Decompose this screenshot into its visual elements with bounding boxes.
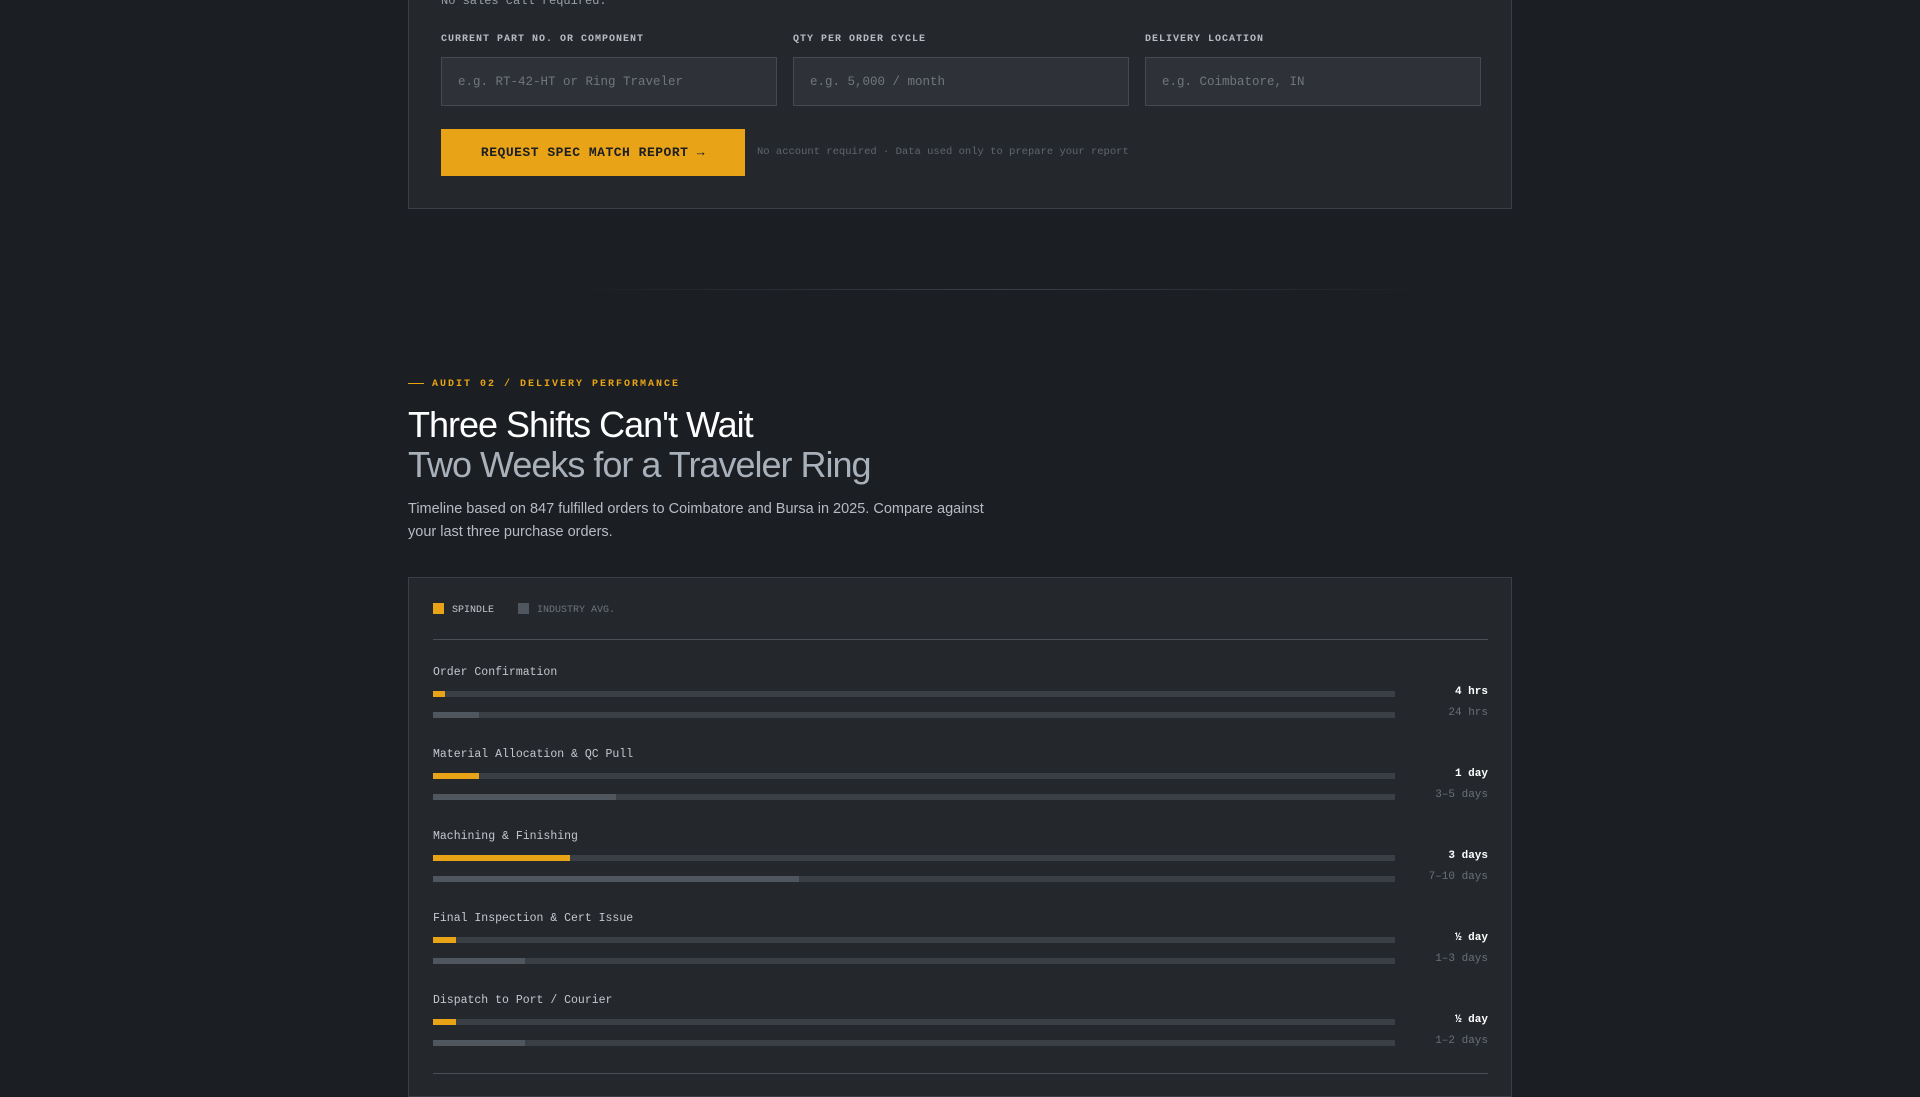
location-field: DELIVERY LOCATION	[1145, 34, 1481, 106]
industry-bar	[433, 876, 800, 882]
section-eyebrow: AUDIT 02 / DELIVERY PERFORMANCE	[408, 379, 680, 390]
spindle-track	[433, 773, 1395, 779]
spec-match-form: No sales call required. CURRENT PART NO.…	[408, 0, 1512, 209]
chart-legend: SPINDLE INDUSTRY AVG.	[433, 603, 615, 616]
part-number-field: CURRENT PART NO. OR COMPONENT	[441, 34, 777, 106]
eyebrow-dash	[408, 382, 424, 384]
spindle-value: ½ day	[1454, 932, 1488, 944]
form-note: No sales call required.	[441, 0, 607, 8]
industry-value: 24 hrs	[1448, 707, 1488, 719]
industry-bar	[433, 712, 479, 718]
section-subtitle: Two Weeks for a Traveler Ring	[408, 444, 872, 485]
location-label: DELIVERY LOCATION	[1145, 34, 1265, 45]
industry-bar	[433, 1040, 525, 1046]
eyebrow-text: AUDIT 02 / DELIVERY PERFORMANCE	[432, 379, 681, 390]
industry-track	[433, 958, 1395, 964]
stage-label: Machining & Finishing	[433, 830, 578, 843]
section-divider	[560, 289, 1440, 290]
part-number-input[interactable]	[441, 57, 777, 106]
stage-label: Order Confirmation	[433, 666, 558, 679]
industry-bar	[433, 958, 525, 964]
timeline-row: Material Allocation & QC Pull 1 day 3–5 …	[433, 748, 1488, 830]
qty-label: QTY PER ORDER CYCLE	[793, 34, 927, 45]
spindle-value: 4 hrs	[1454, 686, 1488, 698]
stage-label: Material Allocation & QC Pull	[433, 748, 634, 761]
timeline-row: Final Inspection & Cert Issue ½ day 1–3 …	[433, 912, 1488, 994]
location-input[interactable]	[1145, 57, 1481, 106]
legend-rule	[433, 639, 1488, 640]
spindle-track	[433, 937, 1395, 943]
spindle-value: 3 days	[1448, 850, 1488, 862]
industry-bar	[433, 794, 617, 800]
industry-value: 3–5 days	[1435, 789, 1488, 801]
section-title: Three Shifts Can't Wait	[408, 404, 754, 445]
qty-field: QTY PER ORDER CYCLE	[793, 34, 1129, 106]
industry-value: 1–2 days	[1435, 1035, 1488, 1047]
industry-track	[433, 1040, 1395, 1046]
stage-label: Final Inspection & Cert Issue	[433, 912, 634, 925]
legend-label: SPINDLE	[452, 605, 495, 616]
spindle-bar	[433, 937, 456, 943]
legend-industry: INDUSTRY AVG.	[518, 603, 615, 616]
legend-spindle: SPINDLE	[433, 603, 494, 616]
industry-value: 1–3 days	[1435, 953, 1488, 965]
qty-input[interactable]	[793, 57, 1129, 106]
spindle-value: 1 day	[1454, 768, 1488, 780]
timeline-row: Order Confirmation 4 hrs 24 hrs	[433, 666, 1488, 748]
legend-label: INDUSTRY AVG.	[537, 605, 616, 616]
industry-value: 7–10 days	[1428, 871, 1488, 883]
industry-track	[433, 712, 1395, 718]
spindle-bar	[433, 855, 571, 861]
spindle-bar	[433, 1019, 456, 1025]
industry-track	[433, 794, 1395, 800]
timeline-row: Machining & Finishing 3 days 7–10 days	[433, 830, 1488, 912]
submit-note: No account required · Data used only to …	[757, 146, 1129, 158]
stage-label: Dispatch to Port / Courier	[433, 994, 613, 1007]
spindle-track	[433, 855, 1395, 861]
chart-bottom-rule	[433, 1073, 1488, 1074]
part-number-label: CURRENT PART NO. OR COMPONENT	[441, 34, 645, 45]
spindle-track	[433, 691, 1395, 697]
request-report-button[interactable]: REQUEST SPEC MATCH REPORT →	[441, 129, 745, 176]
spindle-bar	[433, 773, 479, 779]
spindle-bar	[433, 691, 445, 697]
legend-swatch-spindle	[433, 603, 444, 614]
timeline-row: Dispatch to Port / Courier ½ day 1–2 day…	[433, 994, 1488, 1076]
section-description: Timeline based on 847 fulfilled orders t…	[408, 501, 984, 540]
legend-swatch-industry	[518, 603, 530, 614]
industry-track	[433, 876, 1395, 882]
spindle-value: ½ day	[1454, 1014, 1488, 1026]
spindle-track	[433, 1019, 1395, 1025]
delivery-timeline-chart: SPINDLE INDUSTRY AVG. Order Confirmation…	[408, 577, 1512, 1097]
